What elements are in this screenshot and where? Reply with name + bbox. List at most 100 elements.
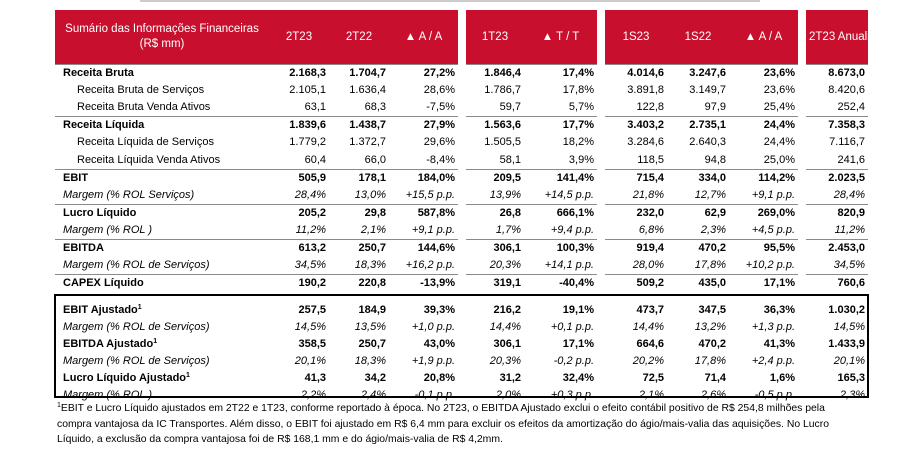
header-yoy-semester: ▲ A / A — [729, 10, 798, 65]
table-cell: 39,3% — [423, 304, 455, 317]
row-label: Margem (% ROL ) — [55, 222, 269, 240]
table-cell: 3.247,6 — [667, 64, 729, 83]
table-cell: 14,5% — [294, 321, 326, 334]
table-cell: +16,2 p.p. — [405, 259, 455, 272]
footnote-marker: 1 — [57, 402, 61, 409]
table-cell: 17,4% — [524, 64, 597, 83]
table-cell: 2.735,1 — [667, 116, 729, 135]
table-cell: 2,0% — [495, 389, 521, 402]
table-cell: 17,8% — [694, 259, 726, 272]
column-separator — [597, 134, 605, 152]
column-separator — [458, 370, 466, 388]
table-cell: 3.284,6 — [627, 136, 664, 149]
table-cell: 1.030,2 — [828, 304, 865, 317]
table-cell: 2.105,1 — [289, 84, 326, 97]
table-cell: 29,8 — [329, 203, 389, 222]
table-cell: 23,6% — [729, 64, 798, 83]
header-qoq: ▲ T / T — [524, 10, 597, 65]
column-separator — [798, 134, 806, 152]
column-separator — [798, 370, 806, 388]
table-cell: 7.116,7 — [829, 136, 865, 149]
column-separator — [798, 274, 806, 293]
column-separator — [597, 239, 605, 258]
table-cell: -7,5% — [426, 101, 455, 114]
table-cell: 20,3% — [489, 259, 521, 272]
table-cell: 2.640,3 — [689, 136, 726, 149]
table-cell: 29,6% — [423, 136, 455, 149]
table-cell: 664,6 — [636, 338, 664, 351]
table-cell: 18,3% — [354, 355, 386, 368]
table-cell: 13,0% — [354, 188, 386, 201]
table-cell: -0,1 p.p. — [414, 389, 455, 402]
table-cell: 36,3% — [763, 304, 795, 317]
column-separator — [597, 387, 605, 405]
table-cell: 1.704,7 — [329, 64, 389, 83]
table-cell: 11,2% — [834, 223, 865, 236]
table-cell: 250,7 — [358, 338, 386, 351]
table-cell: 1.786,7 — [484, 84, 521, 97]
column-separator — [458, 64, 466, 83]
table-cell: 97,9 — [704, 101, 726, 114]
table-cell: 144,6% — [389, 238, 458, 258]
column-separator — [458, 116, 466, 135]
table-cell: 68,3 — [364, 101, 386, 114]
table-cell: +2,4 p.p. — [751, 355, 795, 368]
table-cell: 1.505,5 — [484, 136, 521, 149]
table-row: CAPEX Líquido 190,2 220,8 -13,9% 319,1 -40,4%… — [55, 274, 868, 293]
column-separator — [458, 169, 466, 187]
table-cell: 269,0% — [729, 203, 798, 222]
table-cell: 11,2% — [295, 223, 326, 236]
table-cell: 216,2 — [493, 304, 521, 317]
table-row: Receita Líquida 1.839,6 1.438,7 27,9% 1.563,… — [55, 116, 868, 135]
table-cell: 60,4 — [304, 153, 326, 166]
table-cell: 17,1% — [729, 274, 798, 293]
table-cell: 58,1 — [499, 153, 521, 166]
row-label-text: Margem (% ROL ) — [63, 389, 153, 402]
table-cell: 306,1 — [493, 338, 521, 351]
table-cell: 26,8 — [466, 203, 524, 222]
header-1s23: 1S23 — [605, 10, 667, 65]
header-2t22: 2T22 — [329, 10, 389, 65]
table-cell: +14,5 p.p. — [544, 188, 594, 201]
row-label: EBITDA — [55, 238, 269, 258]
table-cell: 1.438,7 — [329, 116, 389, 135]
row-label: Margem (% ROL Serviços) — [55, 187, 269, 205]
table-cell: 241,6 — [837, 153, 865, 166]
table-cell: 17,7% — [524, 116, 597, 135]
table-cell: 505,9 — [269, 168, 329, 187]
column-separator — [597, 257, 605, 275]
row-label: Margem (% ROL ) — [55, 387, 269, 404]
table-cell: 358,5 — [298, 338, 326, 351]
table-cell: 3,9% — [568, 153, 594, 166]
table-cell: 20,2% — [632, 355, 664, 368]
table-cell: +10,2 p.p. — [745, 259, 795, 272]
table-cell: 20,8% — [423, 372, 455, 385]
table-cell: 20,1% — [833, 355, 865, 368]
table-cell: 17,1% — [562, 338, 594, 351]
table-cell: 820,9 — [806, 203, 868, 222]
table-cell: 1.372,7 — [349, 136, 386, 149]
column-separator — [597, 10, 605, 65]
footnote-ref: 1 — [137, 304, 142, 312]
header-1t23: 1T23 — [466, 10, 524, 65]
table-cell: 3.891,8 — [627, 84, 664, 97]
row-label: Receita Bruta de Serviços — [55, 82, 269, 99]
table-row: Receita Líquida Venda Ativos 60,4 66,0 -8,4… — [55, 151, 868, 170]
table-cell: 6,8% — [638, 223, 664, 236]
table-row: Margem (% ROL de Serviços) 14,5% 13,5% +1,0… — [55, 319, 868, 337]
table-cell: 3.403,2 — [605, 116, 667, 135]
row-label-text: Margem (% ROL de Serviços) — [63, 321, 210, 334]
table-cell: 319,1 — [466, 274, 524, 293]
row-label: CAPEX Líquido — [55, 274, 269, 293]
table-cell: +9,1 p.p. — [411, 223, 455, 236]
row-label-text: Margem (% ROL de Serviços) — [63, 259, 210, 272]
column-separator — [597, 99, 605, 117]
table-cell: 435,0 — [667, 274, 729, 293]
row-label-text: Margem (% ROL de Serviços) — [63, 355, 210, 368]
table-row: Receita Bruta Venda Ativos 63,1 68,3 -7,5% 5… — [55, 99, 868, 117]
table-cell: 1,6% — [769, 372, 795, 385]
table-cell: 34,5% — [833, 259, 865, 272]
row-label: Margem (% ROL de Serviços) — [55, 257, 269, 275]
column-separator — [798, 82, 806, 100]
table-cell: 24,4% — [763, 136, 795, 149]
